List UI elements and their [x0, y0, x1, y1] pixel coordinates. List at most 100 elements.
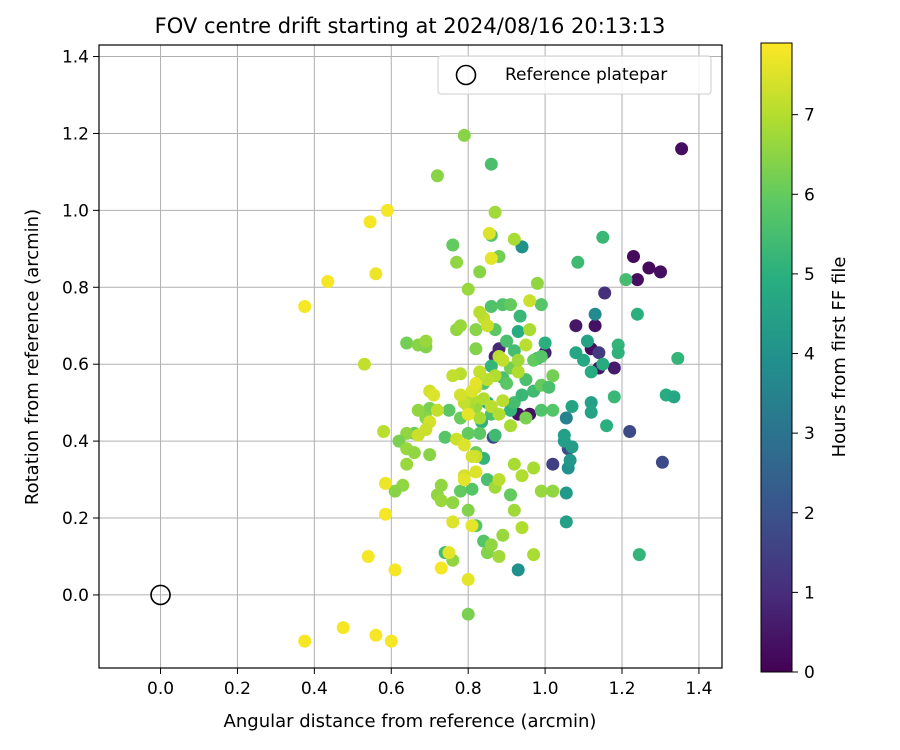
data-point	[600, 419, 614, 433]
data-point	[500, 334, 514, 348]
data-point	[588, 319, 602, 333]
data-point	[630, 273, 644, 287]
data-point	[511, 353, 525, 367]
x-axis-label: Angular distance from reference (arcmin)	[224, 711, 597, 732]
data-point	[430, 403, 444, 417]
data-point	[580, 334, 594, 348]
y-tick-label: 1.2	[62, 124, 89, 144]
data-point	[667, 390, 681, 404]
y-tick-label: 0.6	[62, 355, 89, 375]
x-tick-label: 0.0	[147, 679, 174, 699]
x-tick-label: 0.4	[301, 679, 328, 699]
data-points	[298, 128, 689, 648]
colorbar-tick-label: 6	[804, 185, 815, 205]
colorbar-label: Hours from first FF file	[829, 257, 850, 458]
data-point	[534, 350, 548, 363]
data-point	[596, 230, 610, 244]
colorbar-tick-label: 2	[804, 504, 815, 524]
colorbar-tick-label: 7	[804, 106, 815, 126]
data-point	[434, 561, 448, 575]
colorbar-gradient	[760, 42, 793, 673]
plot-frame	[98, 44, 723, 669]
legend-box	[437, 55, 712, 95]
y-tick-label: 0.0	[62, 586, 89, 606]
data-point	[361, 550, 375, 563]
x-axis-ticks: 0.0 0.2 0.4 0.6 0.8 1.0 1.2 1.4	[147, 668, 712, 699]
data-point	[598, 286, 612, 300]
data-point	[450, 255, 464, 269]
data-point	[457, 128, 471, 142]
x-tick-label: 1.0	[532, 679, 559, 699]
data-point	[461, 426, 475, 440]
data-point	[473, 265, 487, 279]
data-point	[492, 473, 506, 487]
data-point	[515, 521, 529, 535]
legend: Reference platepar	[437, 55, 712, 95]
data-point	[473, 365, 487, 379]
data-point	[511, 563, 525, 577]
data-point	[565, 440, 579, 454]
data-point	[542, 380, 556, 394]
data-point	[607, 390, 621, 404]
data-point	[523, 294, 537, 308]
data-point	[473, 426, 487, 440]
data-point	[473, 411, 487, 425]
data-point	[569, 346, 583, 360]
data-point	[675, 142, 689, 156]
data-point	[607, 361, 621, 375]
data-point	[546, 369, 560, 383]
data-point	[496, 528, 510, 542]
data-point	[461, 503, 475, 517]
data-point	[557, 428, 571, 442]
y-axis-ticks: 0.0 0.2 0.4 0.6 0.8 1.0 1.2 1.4	[62, 48, 99, 606]
data-point	[298, 634, 312, 648]
data-point	[534, 403, 548, 417]
data-point	[379, 476, 392, 490]
colorbar-tick-label: 4	[804, 345, 815, 365]
data-point	[446, 369, 460, 383]
data-point	[513, 309, 527, 323]
data-point	[469, 323, 483, 337]
colorbar-ticks: 0 1 2 3 4 5 6 7	[792, 106, 815, 683]
data-point	[496, 394, 510, 408]
data-point	[596, 357, 610, 371]
data-point	[461, 407, 475, 421]
colorbar-tick-label: 0	[804, 663, 815, 683]
data-point	[380, 203, 394, 217]
data-point	[442, 546, 456, 560]
data-point	[559, 515, 573, 529]
colorbar-tick-label: 5	[804, 265, 815, 285]
y-tick-label: 1.0	[62, 201, 89, 221]
data-point	[377, 425, 391, 438]
data-point	[504, 488, 517, 502]
x-tick-label: 1.4	[685, 679, 712, 699]
data-point	[461, 282, 475, 296]
colorbar-tick-label: 3	[804, 424, 815, 444]
data-point	[434, 478, 448, 492]
data-point	[515, 469, 529, 483]
data-point	[534, 298, 548, 312]
data-point	[482, 226, 496, 240]
data-point	[357, 357, 371, 371]
data-point	[511, 365, 525, 379]
data-point	[496, 353, 510, 367]
data-point	[492, 550, 506, 563]
data-point	[457, 473, 471, 487]
data-point	[563, 453, 577, 467]
data-point	[488, 205, 502, 219]
data-point	[515, 388, 529, 402]
data-point	[559, 486, 573, 500]
data-point	[507, 503, 521, 517]
data-point	[546, 457, 560, 471]
colorbar: 0 1 2 3 4 5 6 7 Hours from first FF file	[760, 42, 850, 683]
x-tick-label: 0.8	[455, 679, 482, 699]
data-point	[388, 563, 402, 577]
data-point	[507, 457, 521, 471]
data-point	[298, 300, 312, 313]
data-point	[623, 425, 637, 438]
y-tick-label: 1.4	[62, 48, 89, 68]
data-point	[632, 548, 646, 562]
x-tick-label: 1.2	[608, 679, 635, 699]
data-point	[427, 388, 441, 402]
